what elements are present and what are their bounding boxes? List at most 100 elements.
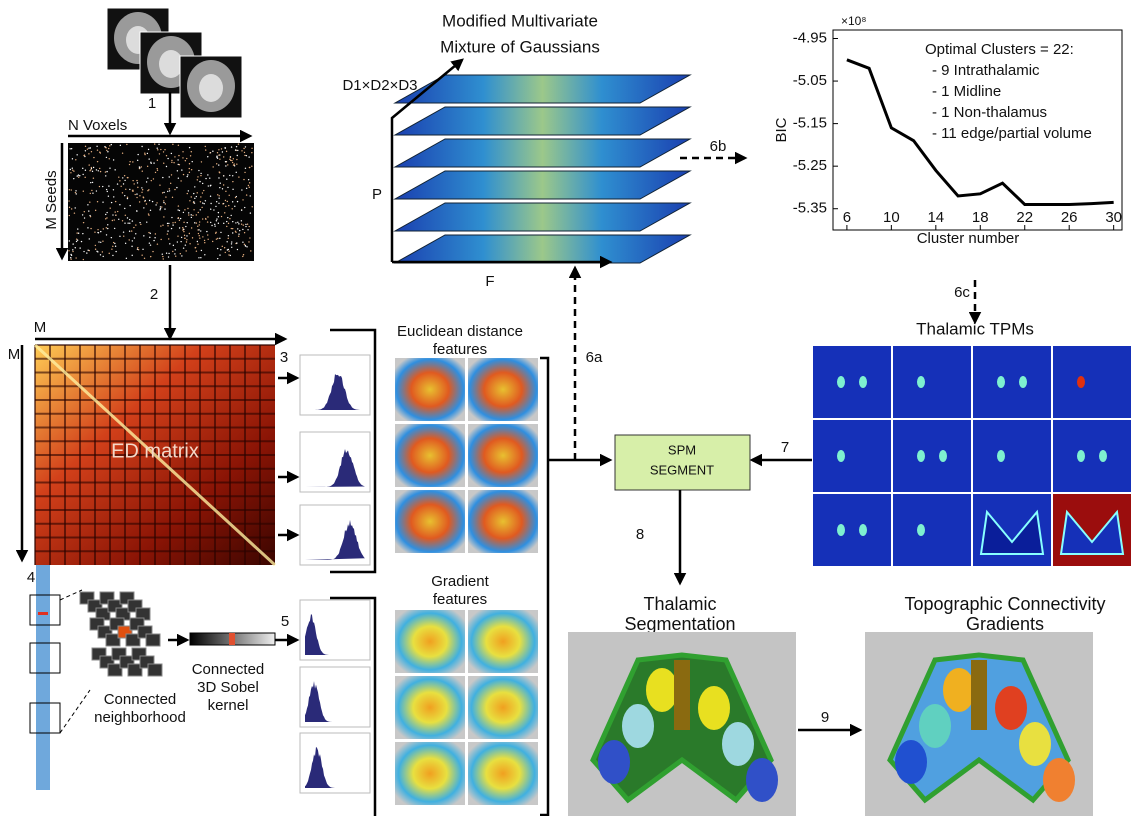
thalamic-nucleus [622,704,654,748]
seed-dot [142,249,143,250]
seed-dot [222,203,223,204]
seed-dot [206,231,207,232]
seed-dot [225,252,226,253]
seed-dot [189,168,190,169]
seed-dot [237,222,238,223]
seed-dot [127,197,128,198]
thalamic-nucleus [1043,758,1075,802]
seed-dot [119,204,120,205]
seed-dot [246,194,247,195]
step-label: 1 [148,95,156,112]
seed-dot [207,216,208,217]
gradient-feature-map [468,742,538,805]
seed-dot [117,211,118,212]
seed-dot [226,241,227,242]
seed-dot [180,180,181,181]
seed-dot [152,251,153,252]
seed-dot [104,146,105,147]
seed-dot [187,174,188,175]
seed-dot [230,255,231,256]
seed-dot [230,215,231,216]
seed-dot [174,156,175,157]
seed-dot [199,224,200,225]
seed-dot [119,236,120,237]
axis-label: P [372,186,382,203]
seed-dot [149,237,150,238]
ed-feature-map [395,424,465,487]
seed-dot [72,249,73,250]
seed-dot [199,237,200,238]
seed-dot [147,178,148,179]
seed-dot [243,179,244,180]
seed-dot [239,230,240,231]
seed-dot [163,202,164,203]
seed-dot [132,180,133,181]
seed-dot [199,235,200,236]
mri-core [199,74,223,102]
seed-dot [210,196,211,197]
seed-dot [227,187,228,188]
seed-dot [244,244,245,245]
seed-dot [87,204,88,205]
seed-dot [194,186,195,187]
seed-dot [107,228,108,229]
connector [60,690,90,733]
seed-dot [185,250,186,251]
seed-dot [178,217,179,218]
step-label: 4 [27,569,35,586]
seed-dot [219,254,220,255]
seed-dot [76,238,77,239]
seed-dot [175,222,176,223]
tpm-blob [917,376,925,388]
seed-dot [83,259,84,260]
seed-dot [225,161,226,162]
seed-dot [143,235,144,236]
seed-dot [107,191,108,192]
seed-dot [129,189,130,190]
seed-dot [247,229,248,230]
seed-dot [249,237,250,238]
seed-dot [228,235,229,236]
seed-dot [166,166,167,167]
seed-dot [86,252,87,253]
axis-multiplier: ×10⁸ [841,14,866,28]
seed-dot [201,250,202,251]
seed-dot [75,207,76,208]
seed-dot [68,250,69,251]
seed-dot [85,170,86,171]
seed-dot [129,219,130,220]
seed-dot [228,238,229,239]
seed-dot [160,225,161,226]
seed-dot [188,212,189,213]
kernel-cube [148,664,162,676]
seed-dot [196,214,197,215]
seed-dot [124,180,125,181]
seed-dot [132,240,133,241]
seed-dot [124,208,125,209]
seed-dot [123,231,124,232]
seed-dot [87,148,88,149]
seed-dot [231,241,232,242]
seed-dot [139,201,140,202]
step-label: 6a [586,349,603,366]
seed-dot [113,196,114,197]
seed-dot [237,249,238,250]
thalamic-nucleus [698,686,730,730]
ed-feature-map [468,358,538,421]
y-tick-label: -5.25 [793,157,827,174]
seed-dot [216,220,217,221]
seed-dot [144,153,145,154]
seed-dot [105,214,106,215]
seed-dot [202,236,203,237]
seed-dot [170,183,171,184]
seed-dot [90,228,91,229]
seed-dot [127,198,128,199]
seed-dot [207,174,208,175]
seed-dot [198,257,199,258]
seed-dot [97,161,98,162]
seed-dot [157,168,158,169]
seed-dot [159,184,160,185]
seed-dot [163,192,164,193]
seed-dot [134,237,135,238]
seed-dot [105,218,106,219]
